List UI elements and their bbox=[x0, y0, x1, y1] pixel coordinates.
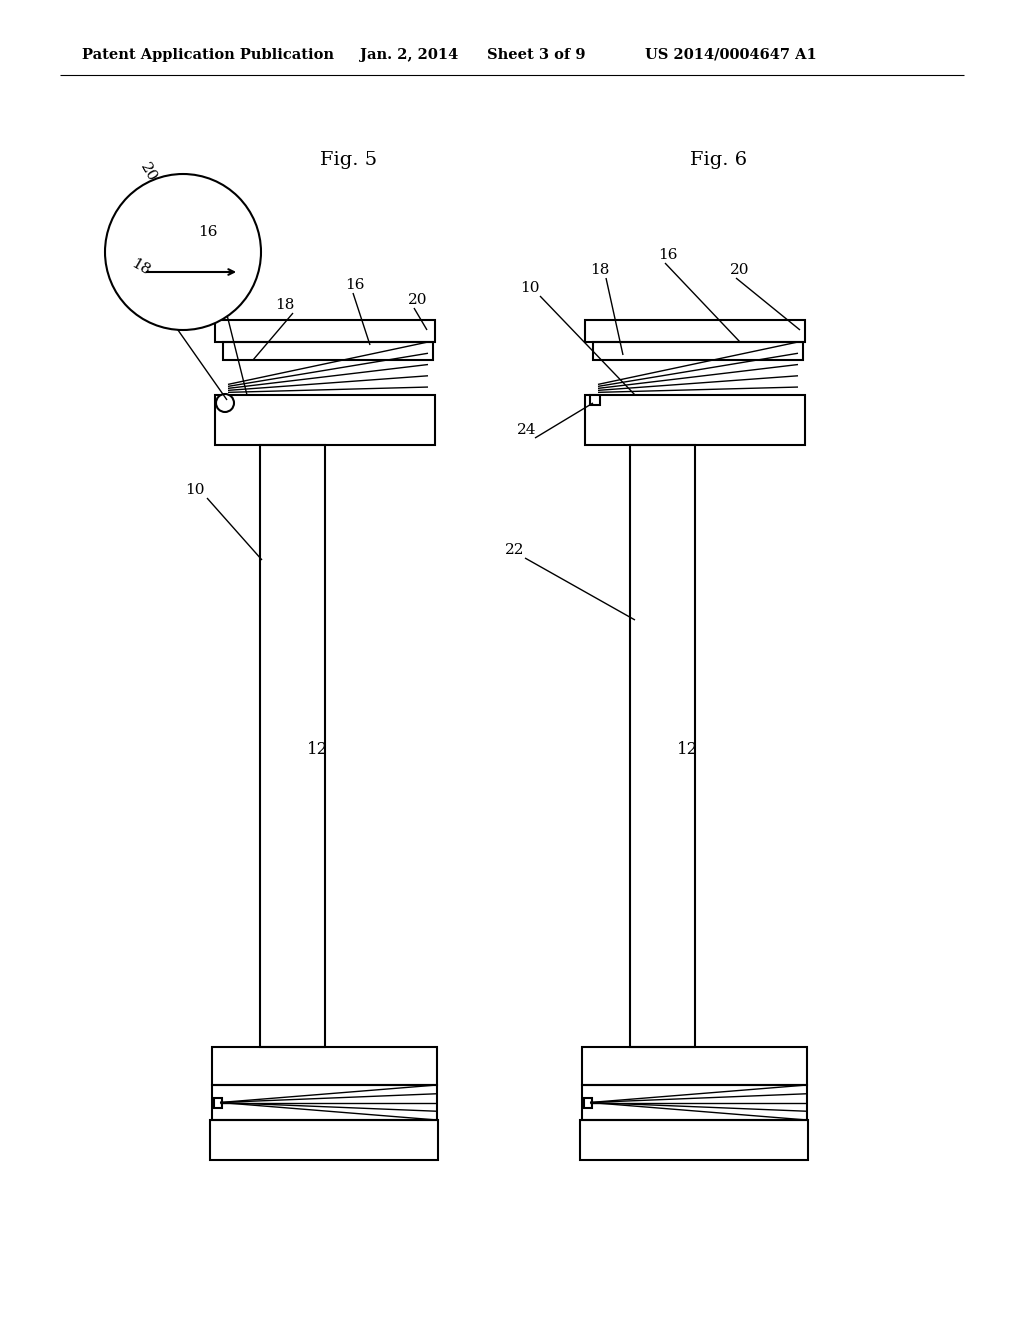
Text: 10: 10 bbox=[185, 483, 205, 498]
Bar bbox=[212, 1047, 437, 1085]
Text: 18: 18 bbox=[590, 263, 609, 277]
Text: 16: 16 bbox=[658, 248, 678, 261]
Text: 24: 24 bbox=[517, 422, 537, 437]
Bar bbox=[582, 1085, 807, 1119]
Bar bbox=[178, 244, 241, 267]
Text: 20: 20 bbox=[409, 293, 428, 308]
Text: 20: 20 bbox=[730, 263, 750, 277]
Bar bbox=[593, 342, 803, 360]
Bar bbox=[214, 1097, 222, 1107]
Text: 12: 12 bbox=[307, 742, 329, 759]
Text: US 2014/0004647 A1: US 2014/0004647 A1 bbox=[645, 48, 817, 62]
Bar bbox=[630, 445, 695, 1047]
Bar bbox=[215, 395, 435, 445]
Bar bbox=[582, 1047, 807, 1085]
Bar bbox=[260, 445, 325, 1047]
Text: 18: 18 bbox=[129, 256, 153, 279]
Text: 12: 12 bbox=[677, 742, 698, 759]
Bar bbox=[580, 1119, 808, 1160]
Circle shape bbox=[105, 174, 261, 330]
Bar bbox=[210, 1119, 438, 1160]
Text: 20: 20 bbox=[137, 160, 159, 183]
Text: 16: 16 bbox=[345, 279, 365, 292]
Bar bbox=[178, 222, 241, 244]
Text: 16: 16 bbox=[199, 224, 218, 239]
Text: 22: 22 bbox=[505, 543, 524, 557]
Bar bbox=[212, 1085, 437, 1119]
Circle shape bbox=[216, 393, 234, 412]
Bar bbox=[590, 395, 600, 405]
Bar bbox=[584, 1097, 592, 1107]
Bar bbox=[215, 319, 435, 342]
Text: Sheet 3 of 9: Sheet 3 of 9 bbox=[487, 48, 586, 62]
Text: Patent Application Publication: Patent Application Publication bbox=[82, 48, 334, 62]
Text: Fig. 5: Fig. 5 bbox=[319, 150, 377, 169]
Text: 10: 10 bbox=[520, 281, 540, 294]
Bar bbox=[585, 395, 805, 445]
Text: 18: 18 bbox=[275, 298, 295, 312]
Text: Jan. 2, 2014: Jan. 2, 2014 bbox=[360, 48, 459, 62]
Text: Fig. 6: Fig. 6 bbox=[690, 150, 748, 169]
Bar bbox=[223, 342, 433, 360]
Bar bbox=[585, 319, 805, 342]
